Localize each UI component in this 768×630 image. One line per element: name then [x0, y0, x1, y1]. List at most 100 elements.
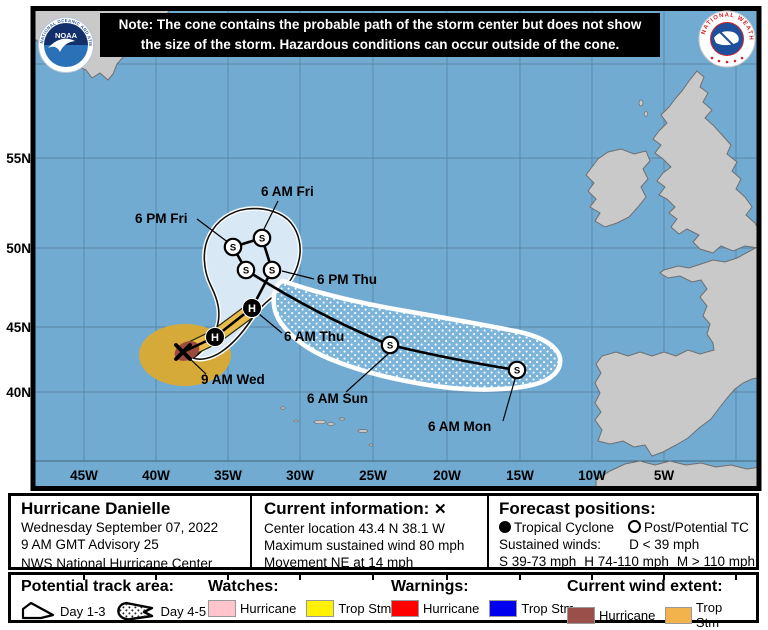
svg-text:S: S	[259, 234, 265, 245]
svg-text:S: S	[243, 266, 249, 277]
ts-warning-swatch	[489, 600, 518, 617]
wind-range-d: D < 39 mph	[629, 536, 700, 552]
latitude-labels: 55N 50N 45N 40N	[6, 151, 31, 400]
legend-tick	[446, 575, 448, 580]
hurricane-watch-label: Hurricane	[240, 601, 297, 616]
time-label: 6 AM Fri	[261, 184, 314, 199]
ts-extent-swatch	[665, 606, 692, 624]
forecast-marker-H: H	[242, 298, 262, 318]
ts-watch-label: Trop Stm	[338, 601, 392, 616]
time-label: 6 PM Thu	[317, 272, 377, 287]
land-masses	[35, 11, 757, 487]
svg-text:S: S	[269, 266, 275, 277]
map-frame	[30, 6, 762, 491]
svg-text:H: H	[248, 303, 256, 315]
day13-label: Day 1-3	[60, 603, 106, 619]
leader-line	[345, 353, 389, 393]
center-location: Center location 43.4 N 38.1 W	[264, 521, 445, 536]
potential-track-legend: Potential track area: Day 1-3 Day 4-5	[21, 577, 216, 622]
warnings-legend: Warnings: Hurricane Trop Stm	[391, 577, 584, 617]
time-label: 6 AM Thu	[284, 329, 344, 344]
legend-tick	[83, 575, 85, 580]
lat-label-45N: 45N	[6, 320, 31, 335]
lon-label-15W: 15W	[506, 468, 534, 483]
legend-tick	[155, 575, 157, 580]
watches-legend: Watches: Hurricane Trop Stm	[208, 577, 401, 617]
lat-label-40N: 40N	[6, 385, 31, 400]
legend-tick	[519, 575, 521, 580]
time-label: 6 PM Fri	[135, 211, 188, 226]
note-line-2: the size of the storm. Hazardous conditi…	[140, 37, 620, 52]
lon-label-20W: 20W	[433, 468, 461, 483]
lon-label-5W: 5W	[654, 468, 675, 483]
longitude-labels: 45W 40W 35W 30W 25W 20W 15W 10W 5W	[70, 468, 674, 483]
time-label: 6 AM Sun	[307, 391, 368, 406]
storm-title: Hurricane Danielle	[21, 499, 171, 518]
leader-line	[258, 313, 283, 334]
france-iberia-coast	[594, 246, 757, 457]
noaa-gull-icon	[48, 38, 75, 52]
forecast-marker-S: S	[252, 228, 272, 248]
azores-islands	[280, 99, 648, 447]
forecast-positions-section: Forecast positions: Tropical Cyclone Post…	[487, 496, 759, 569]
leader-line	[263, 200, 279, 230]
forecast-marker-S: S	[507, 360, 527, 380]
ts-extent-label: Trop Stm	[695, 600, 723, 630]
day45-label: Day 4-5	[160, 603, 207, 619]
time-label: 9 AM Wed	[201, 372, 265, 387]
leader-line	[502, 378, 516, 422]
noaa-logo-text: NOAA	[55, 31, 78, 40]
watches-heading: Watches:	[208, 578, 279, 595]
forecast-position-markers: H H S S S S S S	[205, 228, 527, 380]
lat-label-50N: 50N	[6, 241, 31, 256]
svg-text:S: S	[230, 243, 236, 254]
time-labels: 6 AM Fri 6 PM Fri 6 PM Thu 6 AM Thu 9 AM Wed…	[135, 184, 516, 434]
ts-warning-label: Trop Stm	[521, 601, 575, 616]
forecast-positions-heading: Forecast positions:	[499, 499, 656, 518]
cone-note-banner: Note: The cone contains the probable pat…	[100, 13, 660, 57]
wind-range-m: M > 110 mph	[676, 553, 756, 569]
cone-day1-3-icon	[21, 601, 55, 620]
forecast-marker-S: S	[223, 237, 243, 257]
forecast-marker-H: H	[205, 327, 225, 347]
forecast-marker-S: S	[262, 260, 282, 280]
current-position-x-glyph: ✕	[434, 501, 447, 518]
forecast-marker-S: S	[380, 335, 400, 355]
hurricane-warning-swatch	[391, 600, 419, 617]
post-potential-label: Post/Potential TC	[644, 520, 749, 535]
ts-watch-swatch	[306, 600, 335, 617]
ireland-coast	[585, 148, 651, 228]
storm-info-panel: Hurricane Danielle Wednesday September 0…	[8, 493, 759, 571]
svg-text:S: S	[514, 366, 520, 377]
wind-range-s: S 39-73 mph	[499, 553, 577, 569]
legend-tick	[227, 575, 229, 580]
hurricane-extent-swatch	[567, 606, 595, 624]
cone-day1-3-outline	[191, 207, 301, 360]
max-sustained-wind: Maximum sustained wind 80 mph	[264, 537, 465, 553]
note-line-1: Note: The cone contains the probable pat…	[118, 17, 642, 33]
lon-label-30W: 30W	[286, 468, 314, 483]
wind-range-h: H 74-110 mph	[584, 553, 669, 569]
wind-extent-heading: Current wind extent:	[567, 578, 723, 595]
svg-text:S: S	[387, 341, 393, 352]
storm-identity-section: Hurricane Danielle Wednesday September 0…	[11, 496, 250, 571]
hurricane-warning-label: Hurricane	[423, 601, 480, 616]
legend-tick	[591, 575, 593, 580]
tropical-cyclone-dot-icon	[499, 521, 511, 533]
legend-tick	[372, 575, 374, 580]
storm-agency: NWS National Hurricane Center	[21, 555, 213, 571]
post-potential-circle-icon	[628, 520, 642, 533]
lon-label-35W: 35W	[214, 468, 242, 483]
track-area-heading: Potential track area:	[21, 578, 174, 595]
cone-day4-5	[271, 278, 563, 392]
warnings-heading: Warnings:	[391, 578, 469, 595]
hurricane-extent-label: Hurricane	[599, 607, 656, 623]
svg-text:H: H	[211, 332, 219, 344]
lon-label-40W: 40W	[142, 468, 170, 483]
legend-panel: Potential track area: Day 1-3 Day 4-5 Wa…	[8, 572, 759, 630]
lon-label-45W: 45W	[70, 468, 98, 483]
movement: Movement NE at 14 mph	[264, 554, 414, 570]
lon-label-10W: 10W	[578, 468, 606, 483]
forecast-cone-map: 6 AM Fri 6 PM Fri 6 PM Thu 6 AM Thu 9 AM Wed…	[0, 0, 762, 491]
storm-advisory: 9 AM GMT Advisory 25	[21, 536, 159, 552]
